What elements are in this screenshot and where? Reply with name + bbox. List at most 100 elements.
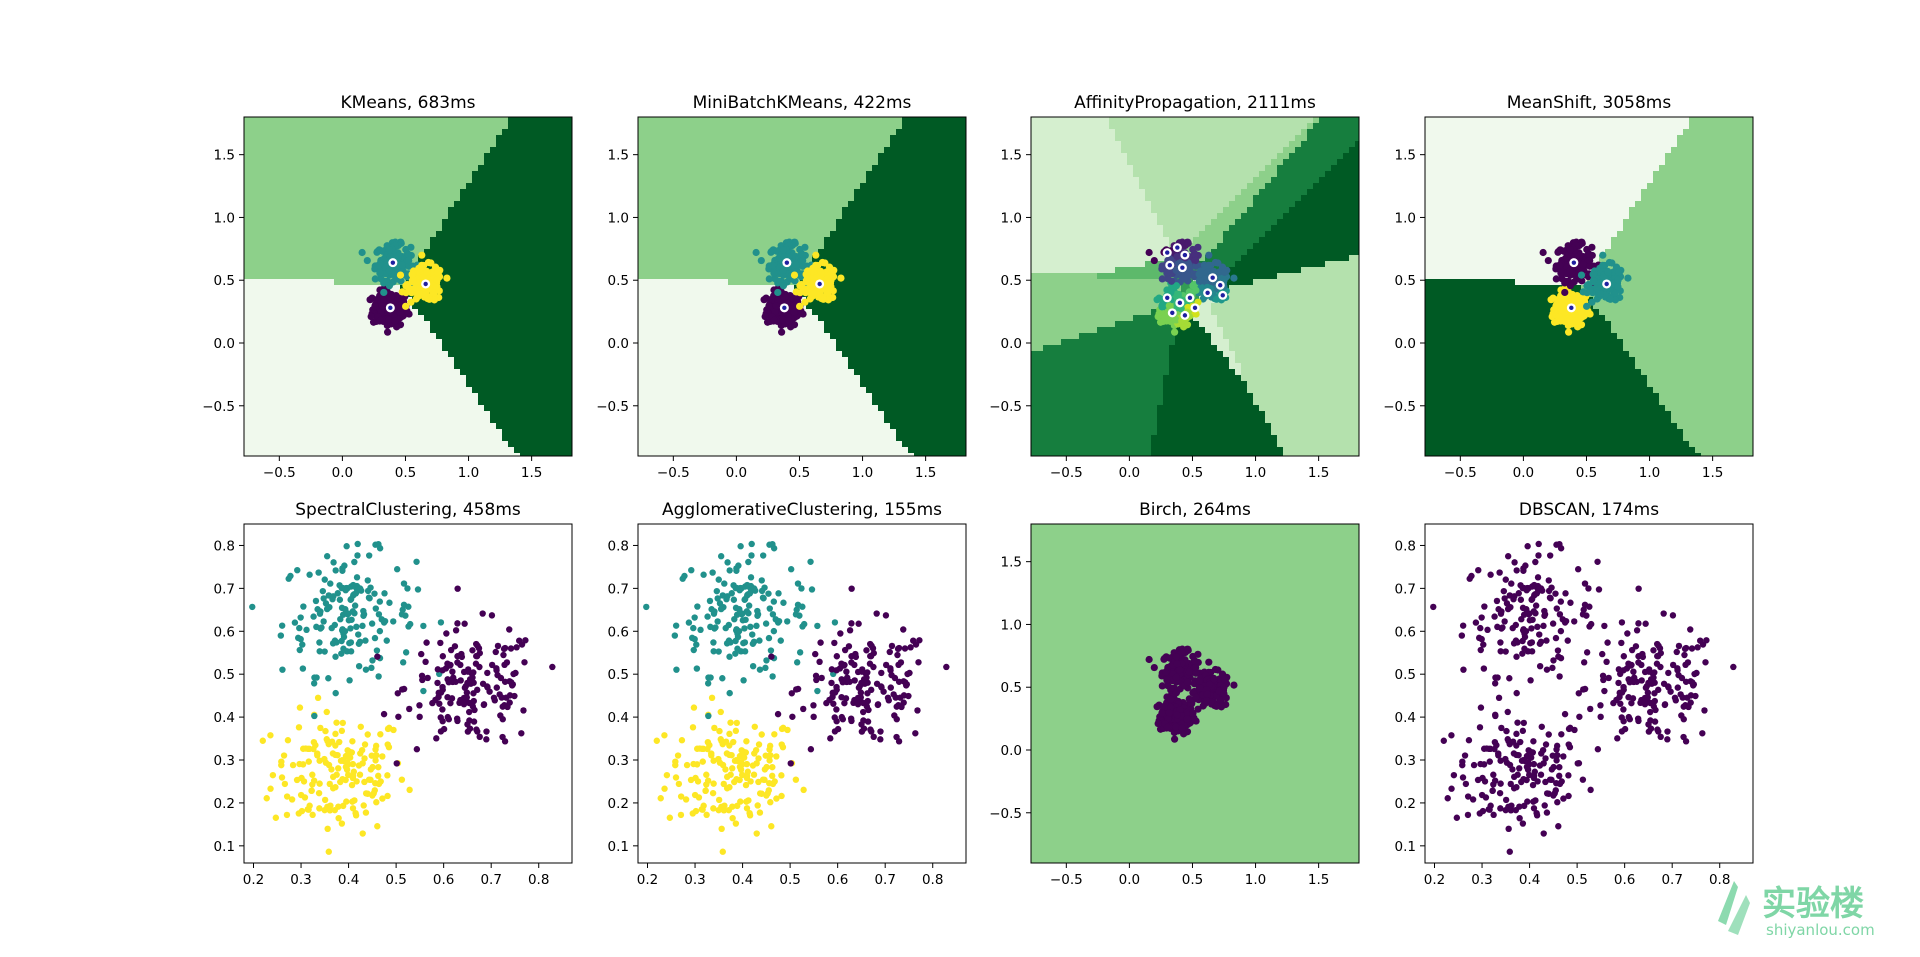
region-cell bbox=[268, 267, 275, 274]
region-cell bbox=[668, 405, 675, 412]
region-cell bbox=[352, 153, 359, 160]
region-cell bbox=[262, 327, 269, 334]
region-cell bbox=[400, 399, 407, 406]
region-cell bbox=[304, 393, 311, 400]
data-point bbox=[385, 316, 393, 324]
region-cell bbox=[478, 447, 485, 454]
region-cell bbox=[674, 261, 681, 268]
region-cell bbox=[520, 279, 527, 286]
region-cell bbox=[656, 447, 663, 454]
region-cell bbox=[770, 363, 777, 370]
region-cell bbox=[376, 129, 383, 136]
region-cell bbox=[538, 405, 545, 412]
region-cell bbox=[262, 189, 269, 196]
region-cell bbox=[244, 141, 251, 148]
region-cell bbox=[412, 357, 419, 364]
region-cell bbox=[334, 375, 341, 382]
region-cell bbox=[262, 339, 269, 346]
region-cell bbox=[244, 435, 251, 442]
region-cell bbox=[686, 315, 693, 322]
region-cell bbox=[298, 255, 305, 262]
region-cell bbox=[776, 129, 783, 136]
region-cell bbox=[704, 417, 711, 424]
region-cell bbox=[346, 261, 353, 268]
region-cell bbox=[382, 165, 389, 172]
region-cell bbox=[644, 129, 651, 136]
region-cell bbox=[770, 207, 777, 214]
region-cell bbox=[508, 315, 515, 322]
region-cell bbox=[268, 315, 275, 322]
region-cell bbox=[674, 393, 681, 400]
region-cell bbox=[340, 219, 347, 226]
region-cell bbox=[448, 129, 455, 136]
region-cell bbox=[764, 207, 771, 214]
region-cell bbox=[686, 351, 693, 358]
region-cell bbox=[680, 171, 687, 178]
region-cell bbox=[262, 387, 269, 394]
region-cell bbox=[644, 327, 651, 334]
region-cell bbox=[550, 357, 557, 364]
region-cell bbox=[256, 315, 263, 322]
region-cell bbox=[508, 147, 515, 154]
region-cell bbox=[764, 423, 771, 430]
region-cell bbox=[358, 123, 365, 130]
region-cell bbox=[490, 207, 497, 214]
region-cell bbox=[520, 387, 527, 394]
region-cell bbox=[710, 447, 717, 454]
region-cell bbox=[472, 237, 479, 244]
region-cell bbox=[562, 291, 569, 298]
region-cell bbox=[490, 255, 497, 262]
region-cell bbox=[298, 339, 305, 346]
region-cell bbox=[674, 357, 681, 364]
region-cell bbox=[692, 393, 699, 400]
region-cell bbox=[358, 393, 365, 400]
region-cell bbox=[526, 255, 533, 262]
data-point bbox=[405, 256, 413, 265]
region-cell bbox=[680, 219, 687, 226]
region-cell bbox=[722, 339, 729, 346]
region-cell bbox=[382, 237, 389, 244]
region-cell bbox=[722, 177, 729, 184]
region-cell bbox=[644, 141, 651, 148]
region-cell bbox=[430, 363, 437, 370]
region-cell bbox=[364, 225, 371, 232]
region-cell bbox=[746, 171, 753, 178]
region-cell bbox=[734, 357, 741, 364]
region-cell bbox=[544, 249, 551, 256]
region-cell bbox=[698, 183, 705, 190]
region-cell bbox=[562, 177, 569, 184]
region-cell bbox=[650, 141, 657, 148]
region-cell bbox=[496, 117, 503, 124]
region-cell bbox=[484, 267, 491, 274]
region-cell bbox=[544, 411, 551, 418]
region-cell bbox=[740, 345, 747, 352]
region-cell bbox=[526, 435, 533, 442]
region-cell bbox=[430, 333, 437, 340]
region-cell bbox=[394, 129, 401, 136]
region-cell bbox=[364, 267, 371, 274]
region-cell bbox=[508, 219, 515, 226]
region-cell bbox=[322, 369, 329, 376]
region-cell bbox=[298, 183, 305, 190]
region-cell bbox=[454, 165, 461, 172]
region-cell bbox=[496, 189, 503, 196]
region-cell bbox=[316, 159, 323, 166]
region-cell bbox=[430, 249, 437, 256]
region-cell bbox=[508, 321, 515, 328]
region-cell bbox=[770, 423, 777, 430]
region-cell bbox=[382, 117, 389, 124]
region-cell bbox=[340, 393, 347, 400]
region-cell bbox=[556, 321, 563, 328]
region-cell bbox=[502, 345, 509, 352]
region-cell bbox=[764, 375, 771, 382]
region-cell bbox=[704, 195, 711, 202]
region-cell bbox=[680, 213, 687, 220]
region-cell bbox=[274, 447, 281, 454]
region-cell bbox=[544, 171, 551, 178]
region-cell bbox=[418, 387, 425, 394]
region-cell bbox=[562, 195, 569, 202]
region-cell bbox=[322, 231, 329, 238]
region-cell bbox=[334, 123, 341, 130]
region-cell bbox=[418, 219, 425, 226]
region-cell bbox=[514, 297, 521, 304]
